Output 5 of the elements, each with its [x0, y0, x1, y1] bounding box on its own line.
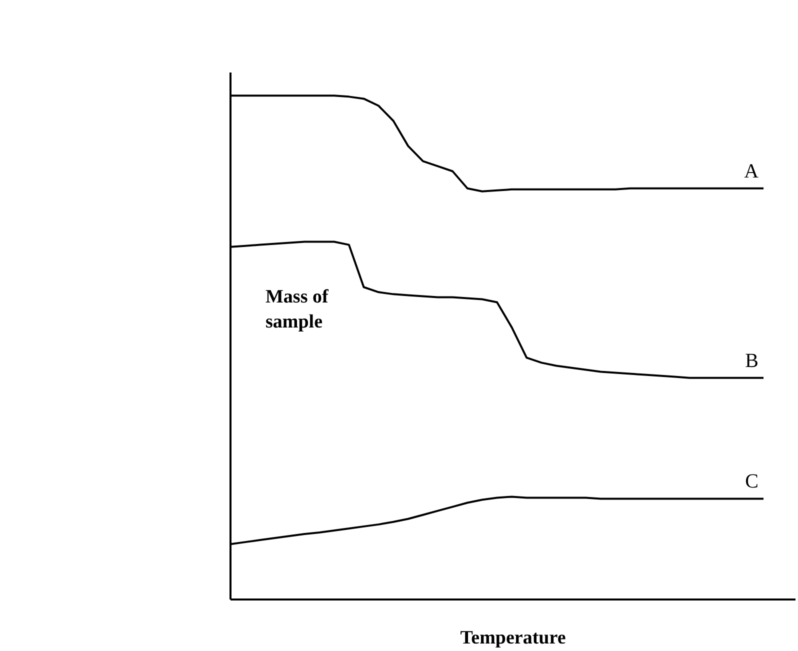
series-label: A [744, 160, 760, 182]
series-label: C [745, 470, 759, 493]
x-axis-title: Temperature [460, 628, 566, 648]
series-label: B [745, 350, 759, 372]
y-axis-title: Mass of sample [266, 286, 329, 333]
